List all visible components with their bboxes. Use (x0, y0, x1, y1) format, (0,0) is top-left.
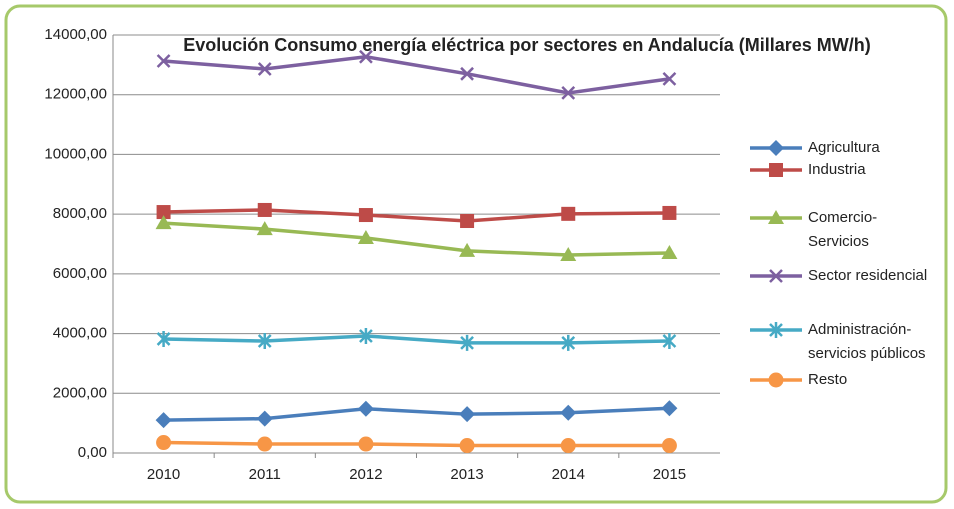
x-tick-label: 2014 (552, 466, 585, 483)
legend-label: Industria (808, 161, 866, 178)
legend-label: Agricultura (808, 139, 880, 156)
marker (769, 322, 783, 338)
marker (768, 372, 784, 388)
chart-frame (4, 4, 948, 504)
y-tick-label: 6000,00 (53, 265, 107, 282)
x-tick-label: 2012 (349, 466, 382, 483)
marker (769, 269, 783, 283)
x-tick-label: 2015 (653, 466, 686, 483)
marker (561, 86, 576, 100)
marker (768, 140, 784, 156)
legend-label: Sector residencial (808, 267, 927, 284)
marker (357, 400, 374, 417)
legend-label: Administración-servicios públicos (808, 321, 926, 362)
marker (661, 438, 677, 454)
series-line (163, 334, 670, 345)
legend-label: Comercio- Servicios (808, 209, 877, 250)
marker (662, 205, 677, 220)
marker (460, 334, 474, 351)
marker (156, 205, 171, 220)
marker (561, 206, 576, 221)
marker (256, 410, 273, 427)
marker (560, 247, 577, 262)
marker (769, 163, 783, 177)
marker (359, 49, 373, 64)
marker (560, 404, 577, 421)
marker (257, 333, 272, 350)
marker (155, 215, 172, 230)
marker (257, 202, 272, 217)
marker (156, 330, 171, 347)
series-line (163, 208, 670, 223)
y-tick-label: 0,00 (78, 444, 107, 461)
y-tick-label: 12000,00 (44, 86, 107, 103)
marker (357, 230, 374, 245)
marker (661, 400, 678, 417)
series-line (163, 440, 670, 448)
marker (359, 327, 373, 344)
marker (560, 438, 576, 454)
y-tick-label: 2000,00 (53, 384, 107, 401)
x-tick-label: 2011 (249, 466, 281, 483)
legend-label-line: Comercio- (808, 209, 877, 226)
y-tick-label: 10000,00 (44, 145, 107, 162)
x-tick-label: 2013 (450, 466, 483, 483)
marker (358, 208, 373, 223)
marker (460, 214, 475, 229)
marker (257, 436, 273, 452)
marker (459, 406, 476, 423)
marker (257, 62, 272, 76)
marker (661, 244, 678, 259)
marker (156, 435, 172, 451)
legend-label-line: Servicios (808, 233, 869, 250)
marker (155, 412, 172, 429)
legend-label: Resto (808, 371, 847, 388)
series-line (163, 55, 670, 95)
marker (768, 210, 784, 224)
y-tick-label: 8000,00 (53, 205, 107, 222)
legend-label-line: servicios públicos (808, 345, 926, 362)
marker (561, 334, 576, 351)
y-tick-label: 4000,00 (53, 325, 107, 342)
marker (358, 436, 374, 452)
legend-label-line: Administración- (808, 321, 911, 338)
marker (156, 54, 171, 68)
marker (459, 438, 475, 454)
chart-title: Evolución Consumo energía eléctrica por … (183, 35, 871, 55)
marker (662, 333, 677, 350)
series-line (163, 221, 670, 257)
series-line (163, 406, 670, 422)
marker (460, 66, 474, 81)
y-tick-label: 14000,00 (44, 26, 107, 43)
x-tick-label: 2010 (147, 466, 180, 483)
marker (256, 221, 273, 236)
marker (662, 72, 677, 86)
marker (459, 242, 476, 257)
